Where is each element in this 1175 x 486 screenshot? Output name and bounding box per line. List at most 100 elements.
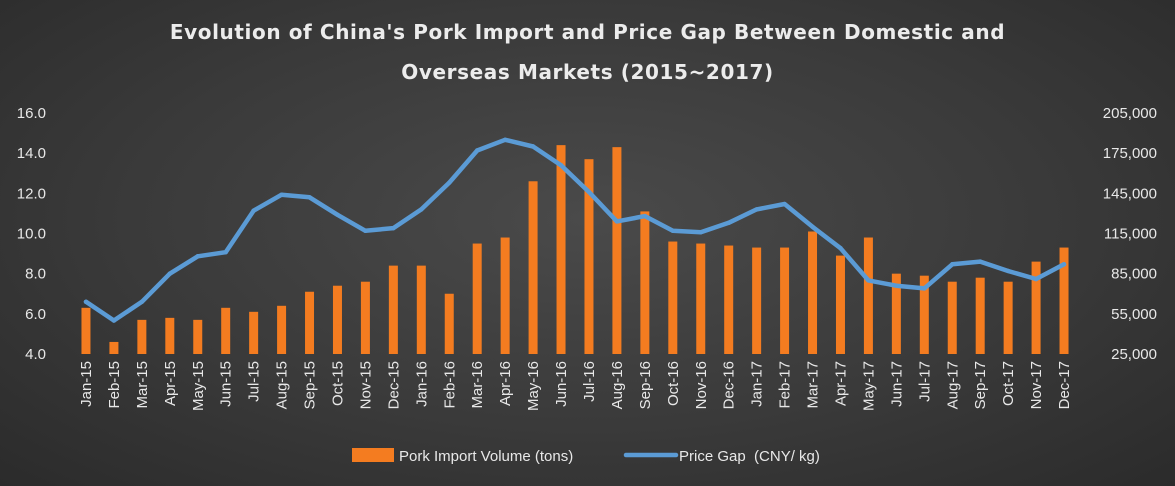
right-axis-tick-label: 115,000	[1104, 226, 1157, 243]
x-axis-tick-label: Sep-17	[972, 361, 989, 409]
price-gap-point-oct-15	[335, 212, 340, 217]
bar-sep-17	[975, 277, 985, 354]
price-gap-point-dec-17	[1061, 262, 1067, 267]
price-gap-point-may-15	[195, 254, 200, 259]
x-axis-tick-label: Feb-17	[777, 361, 794, 409]
bar-oct-15	[332, 285, 342, 354]
bar-dec-16	[724, 245, 734, 354]
bar-aug-15	[277, 305, 287, 354]
price-gap-point-jul-15	[251, 208, 256, 213]
x-axis-tick-label: Apr-15	[162, 361, 179, 406]
x-axis-tick-label: Nov-16	[693, 361, 710, 409]
price-gap-point-feb-16	[447, 180, 452, 185]
x-axis-tick-label: Jan-17	[749, 361, 766, 407]
left-axis-tick-label: 4.0	[25, 346, 46, 363]
x-axis-tick-label: Sep-15	[302, 361, 319, 409]
x-axis-tick-label: Jan-15	[78, 361, 95, 407]
x-axis-tick-label: Dec-15	[385, 361, 402, 409]
legend-swatch-pork-import	[352, 448, 394, 462]
right-axis-tick-label: 145,000	[1103, 185, 1157, 202]
bar-sep-15	[305, 291, 315, 354]
bar-dec-17	[1059, 247, 1069, 354]
price-gap-point-apr-16	[502, 137, 508, 142]
x-axis-tick-label: Feb-15	[106, 361, 123, 409]
x-axis-tick-label: Oct-17	[1000, 361, 1017, 406]
price-gap-point-feb-15	[111, 318, 117, 323]
price-gap-point-nov-15	[363, 228, 368, 234]
x-axis-tick-label: Aug-16	[609, 361, 626, 409]
x-axis-tick-label: May-17	[860, 361, 877, 411]
bar-mar-17	[808, 231, 818, 354]
legend-label-price-gap: Price Gap (CNY/ kg)	[679, 448, 820, 465]
price-gap-point-jan-17	[754, 207, 759, 212]
x-axis-tick-label: Aug-15	[274, 361, 291, 409]
price-gap-point-jan-15	[83, 299, 89, 304]
x-axis-tick-label: Dec-16	[721, 361, 738, 409]
bar-nov-15	[360, 281, 370, 354]
left-axis-tick-label: 12.0	[17, 185, 46, 202]
bar-oct-17	[1003, 281, 1013, 354]
bar-jun-17	[891, 273, 901, 354]
x-axis-tick-label: Apr-16	[497, 361, 514, 406]
left-axis-tick-label: 10.0	[17, 226, 46, 243]
bar-may-15	[193, 319, 203, 354]
x-axis-tick-label: Jan-16	[413, 361, 430, 407]
bar-jul-17	[919, 275, 929, 354]
bar-mar-16	[472, 243, 482, 354]
chart-title-line-1: Evolution of China's Pork Import and Pri…	[169, 20, 1006, 44]
legend-label-pork-import: Pork Import Volume (tons)	[399, 448, 573, 465]
left-axis-tick-label: 14.0	[17, 145, 46, 162]
x-axis-tick-label: Mar-15	[134, 361, 151, 409]
x-axis-tick-label: Jul-16	[581, 361, 598, 402]
x-axis-tick-label: Feb-16	[441, 361, 458, 409]
x-axis-tick-label: Jul-17	[916, 361, 933, 402]
left-axis-tick-label: 8.0	[25, 266, 46, 283]
x-axis-tick-label: May-15	[190, 361, 207, 411]
x-axis-tick-label: Nov-15	[357, 361, 374, 409]
price-gap-point-apr-15	[167, 271, 173, 276]
price-gap-point-mar-16	[474, 148, 480, 153]
price-gap-point-aug-15	[279, 192, 284, 197]
right-axis-tick-label: 55,000	[1111, 306, 1157, 323]
price-gap-point-apr-17	[838, 246, 843, 251]
price-gap-point-may-17	[866, 278, 871, 283]
price-gap-point-jul-17	[922, 286, 927, 291]
price-gap-point-sep-15	[307, 195, 312, 200]
x-axis-tick-label: Mar-16	[469, 361, 486, 409]
price-gap-point-feb-17	[782, 201, 787, 207]
bar-dec-15	[388, 265, 398, 354]
price-gap-point-aug-16	[614, 219, 620, 224]
price-gap-point-aug-17	[950, 262, 955, 267]
x-axis-tick-label: Jun-16	[553, 361, 570, 407]
bar-apr-17	[835, 255, 845, 354]
price-gap-point-nov-17	[1033, 276, 1039, 282]
bar-feb-17	[780, 247, 790, 354]
price-gap-point-may-16	[530, 144, 536, 149]
right-axis-tick-label: 85,000	[1111, 266, 1157, 283]
chart-title-line-2: Overseas Markets (2015~2017)	[401, 60, 774, 84]
bar-jan-16	[416, 265, 426, 354]
bar-sep-16	[640, 211, 650, 354]
x-axis-tick-label: Sep-16	[637, 361, 654, 409]
left-axis-tick-label: 16.0	[17, 105, 46, 122]
x-axis-tick-label: Nov-17	[1028, 361, 1045, 409]
price-gap-point-jan-16	[419, 207, 424, 212]
bar-jan-17	[752, 247, 762, 354]
bar-aug-16	[612, 147, 622, 354]
bar-apr-15	[165, 317, 175, 354]
price-gap-point-sep-16	[642, 213, 648, 219]
bar-jul-15	[249, 311, 259, 354]
bar-jan-15	[81, 307, 91, 354]
price-gap-point-mar-15	[139, 299, 145, 304]
price-gap-line	[83, 137, 1067, 323]
bar-nov-16	[696, 243, 706, 354]
right-axis-tick-label: 175,000	[1103, 145, 1157, 162]
bar-mar-15	[137, 319, 147, 354]
x-axis-tick-label: Jun-17	[888, 361, 905, 407]
price-gap-point-mar-17	[810, 224, 815, 230]
price-gap-point-oct-16	[670, 228, 676, 234]
x-axis-tick-label: Aug-17	[944, 361, 961, 409]
bar-feb-16	[444, 293, 454, 354]
x-axis-tick-label: Mar-17	[805, 361, 822, 409]
